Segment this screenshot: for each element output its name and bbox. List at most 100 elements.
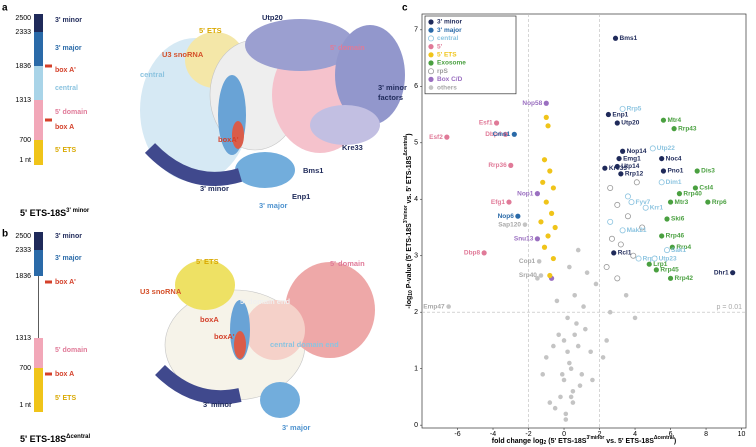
x-tick-label: 8 bbox=[704, 431, 708, 438]
structure-label: 5' domain end bbox=[240, 297, 291, 306]
legend-marker bbox=[428, 52, 434, 58]
point bbox=[535, 276, 540, 281]
point bbox=[575, 247, 581, 253]
position-label: 700 bbox=[19, 137, 31, 144]
point bbox=[506, 199, 512, 205]
y-tick-label: 1 bbox=[414, 366, 418, 373]
position-label: 1 nt bbox=[19, 402, 31, 409]
point bbox=[568, 394, 574, 400]
axis-label-part: 10 bbox=[408, 290, 414, 296]
point bbox=[493, 120, 500, 126]
point bbox=[575, 343, 581, 349]
domain-label: 5' ETS bbox=[55, 395, 76, 402]
title-sup: 3' minor bbox=[66, 208, 90, 214]
domain-segment bbox=[34, 14, 43, 32]
y-axis-label: -log10 P-value (5' ETS-18S3'minor vs. 5'… bbox=[403, 133, 414, 308]
domain-segment bbox=[34, 250, 43, 276]
panel-letter: b bbox=[2, 229, 8, 240]
point bbox=[502, 131, 509, 137]
axis-label-part: Δcentral bbox=[403, 135, 409, 156]
y-tick-label: 5 bbox=[414, 140, 418, 147]
point-label: Efg1 bbox=[491, 199, 505, 206]
point bbox=[608, 235, 615, 242]
point-label: Rrp12 bbox=[625, 171, 644, 178]
point bbox=[563, 417, 569, 422]
structure-label: 5' ETS bbox=[196, 257, 219, 266]
structure-label: Bms1 bbox=[303, 166, 323, 175]
point bbox=[568, 366, 574, 371]
point bbox=[663, 247, 670, 254]
point bbox=[570, 400, 576, 405]
legend-marker bbox=[427, 35, 434, 42]
point-label: Csl4 bbox=[699, 185, 713, 192]
axis-label-part: P-value (5' ETS-18S bbox=[406, 223, 413, 290]
panel-title: 5' ETS-18S3' minor bbox=[20, 208, 90, 219]
domain-label: box A' bbox=[55, 67, 76, 74]
point bbox=[619, 227, 626, 234]
position-label: 1313 bbox=[15, 97, 31, 104]
point bbox=[604, 338, 609, 343]
legend-marker bbox=[427, 68, 434, 75]
point-label: Snu13 bbox=[514, 236, 534, 243]
point bbox=[559, 372, 565, 377]
panel-letter: c bbox=[402, 3, 408, 14]
point bbox=[619, 105, 626, 112]
point bbox=[635, 255, 642, 262]
point bbox=[660, 168, 667, 174]
point bbox=[534, 191, 540, 197]
box-mark bbox=[45, 372, 52, 376]
structure-label: 3' major bbox=[259, 201, 288, 210]
structure-label: U3 snoRNA bbox=[140, 287, 182, 296]
legend-label: central bbox=[437, 35, 459, 42]
point bbox=[607, 309, 613, 315]
position-label: 2333 bbox=[15, 29, 31, 36]
point bbox=[676, 191, 683, 197]
point bbox=[481, 250, 487, 256]
axis-label-part: 2 bbox=[544, 440, 547, 446]
domain-segment bbox=[34, 368, 43, 412]
point bbox=[639, 224, 646, 231]
point bbox=[607, 218, 614, 225]
point-label: Dbp4 bbox=[485, 131, 502, 138]
x-axis-label: fold change log2 (5' ETS-18S3'minor vs. … bbox=[492, 435, 676, 446]
point bbox=[577, 383, 583, 388]
y-tick-label: 2 bbox=[414, 309, 418, 316]
point-label: Utp14 bbox=[621, 163, 639, 170]
point bbox=[538, 273, 544, 278]
legend-label: 5' bbox=[437, 43, 443, 50]
point-label: Esf1 bbox=[479, 120, 493, 127]
point bbox=[658, 179, 665, 186]
point bbox=[538, 219, 544, 225]
point bbox=[692, 185, 699, 191]
domain-label: 3' major bbox=[55, 255, 82, 262]
point-label: Emg1 bbox=[623, 155, 641, 162]
point-label: Kre33 bbox=[609, 165, 627, 172]
legend-label: Exosome bbox=[437, 60, 466, 67]
domain-segment bbox=[34, 100, 43, 140]
title-main: 5' ETS-18S bbox=[20, 434, 66, 444]
point bbox=[444, 134, 450, 140]
position-label: 1 nt bbox=[19, 157, 31, 164]
point-label: Rrp36 bbox=[488, 162, 507, 169]
point bbox=[667, 199, 674, 205]
point bbox=[611, 250, 617, 256]
point bbox=[671, 126, 677, 132]
point-label: Dis3 bbox=[701, 168, 715, 175]
x-tick-label: 10 bbox=[738, 431, 746, 438]
legend-box bbox=[424, 15, 517, 95]
point-label: Mtr4 bbox=[667, 117, 681, 124]
point-label: Nop1 bbox=[517, 190, 534, 197]
structure-label: boxA' bbox=[214, 332, 235, 341]
position-label: 2500 bbox=[15, 233, 31, 240]
point bbox=[581, 304, 586, 309]
point bbox=[550, 255, 556, 262]
y-tick-label: 0 bbox=[414, 422, 418, 429]
point bbox=[547, 400, 553, 405]
structure-label: 3' major bbox=[282, 423, 311, 432]
point bbox=[624, 193, 631, 200]
position-label: 2333 bbox=[15, 247, 31, 254]
box-mark bbox=[45, 280, 52, 284]
structure-label: 5' ETS bbox=[199, 26, 222, 35]
point bbox=[552, 224, 558, 231]
point bbox=[653, 267, 659, 273]
